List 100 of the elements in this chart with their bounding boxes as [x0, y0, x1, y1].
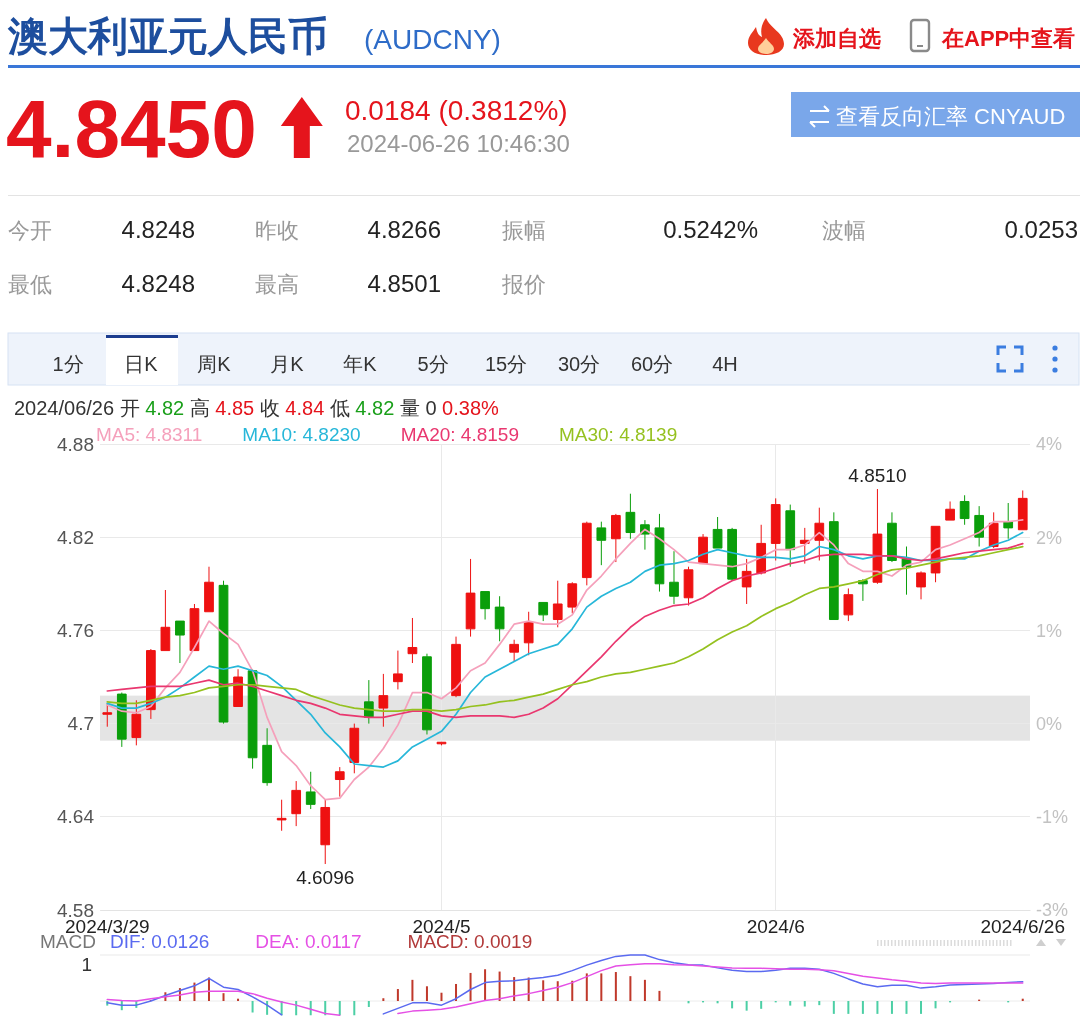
text: 最低	[8, 272, 52, 297]
candlestick	[422, 653, 432, 735]
candlestick	[959, 494, 970, 526]
text: 1分	[52, 353, 84, 375]
bar	[367, 1001, 370, 1007]
candlestick	[683, 566, 694, 607]
candlestick	[611, 513, 621, 563]
text: 2024-06-26 10:46:30	[347, 130, 570, 157]
bar	[614, 972, 617, 1001]
candlestick	[872, 488, 883, 585]
candlestick	[262, 727, 272, 787]
bar	[818, 1001, 821, 1006]
bar	[585, 973, 588, 1001]
bar	[745, 1001, 748, 1011]
candlestick	[509, 639, 519, 662]
bar	[905, 1001, 908, 1014]
candlestick	[974, 505, 984, 548]
text: 30分	[557, 353, 601, 375]
candlestick	[378, 673, 389, 728]
x-tick-label: 2024/6	[746, 916, 805, 938]
candlestick	[494, 595, 505, 642]
candlestick	[320, 799, 331, 865]
y2-tick-label: -1%	[1036, 806, 1069, 827]
y2-tick-label: 4%	[1036, 434, 1063, 455]
candlestick	[988, 511, 999, 549]
candlestick	[393, 650, 403, 690]
bar	[890, 1001, 893, 1014]
y-tick-label: 4.88	[57, 433, 94, 455]
candlestick	[523, 611, 534, 656]
candlestick	[131, 699, 142, 746]
y2-tick-label: 2%	[1036, 527, 1063, 548]
candlestick	[741, 558, 752, 605]
candlestick	[349, 723, 360, 774]
candlestick	[669, 550, 679, 605]
bar	[920, 1001, 923, 1014]
candlestick	[712, 516, 723, 549]
y-tick-label: 4.64	[57, 806, 95, 828]
candlestick	[204, 566, 214, 613]
text: 4.8501	[367, 270, 441, 297]
candlestick	[1017, 489, 1028, 531]
line-series	[106, 519, 1024, 801]
text: 60分	[630, 353, 674, 375]
annotation: 4.8510	[848, 465, 907, 487]
candlestick	[785, 504, 796, 568]
candlestick	[916, 570, 926, 600]
candlestick	[538, 601, 549, 622]
candlestick	[654, 513, 665, 593]
bar	[396, 989, 399, 1001]
bar	[600, 973, 603, 1001]
text: 1	[81, 954, 92, 975]
text: MA10: 4.8230	[242, 424, 361, 445]
text: 今开	[8, 218, 52, 243]
bar	[861, 1001, 864, 1014]
candlestick	[305, 771, 316, 810]
text: 添加自选	[792, 26, 881, 51]
line-series	[106, 531, 1024, 768]
text: 0.0184 (0.3812%)	[345, 95, 568, 126]
text: 报价	[501, 272, 546, 297]
candlestick	[843, 587, 854, 622]
candlestick	[189, 603, 200, 652]
text: 2024/06/26 开 4.82 高 4.85 收 4.84 低 4.82 量 0 0.38%	[14, 397, 499, 419]
bar	[876, 1001, 879, 1014]
bar	[353, 1001, 356, 1016]
text: MA30: 4.8139	[558, 424, 678, 445]
text: 4.8248	[121, 270, 195, 297]
bar	[251, 1001, 254, 1013]
text: DEA: 0.0117	[255, 931, 362, 952]
candlestick	[334, 766, 345, 798]
bar	[658, 990, 661, 1001]
text: 年K	[343, 353, 378, 375]
text: 波幅	[822, 218, 866, 243]
text: MA20: 4.8159	[400, 424, 519, 445]
candlestick	[291, 780, 302, 827]
candlestick	[407, 617, 418, 664]
text: 振幅	[502, 218, 546, 243]
text: 15分	[484, 353, 528, 375]
candlestick	[160, 589, 171, 652]
candlestick	[218, 580, 229, 725]
bar	[643, 979, 646, 1001]
candlestick	[451, 636, 461, 698]
text: 日K	[124, 353, 159, 375]
text: (AUDCNY)	[364, 24, 501, 55]
text: 昨收	[255, 218, 299, 243]
bar	[469, 972, 472, 1001]
bar	[803, 1001, 806, 1007]
text: 4.8248	[121, 216, 195, 243]
candlestick	[945, 500, 955, 521]
text: 在APP中查看	[941, 26, 1076, 51]
y-tick-label: 4.58	[57, 899, 94, 921]
candlestick	[247, 668, 258, 770]
candlestick	[596, 521, 607, 566]
bar	[847, 1001, 850, 1014]
text: 最高	[255, 272, 299, 297]
candlestick	[625, 493, 636, 540]
text: 0.0253	[1004, 216, 1078, 243]
candlestick	[887, 511, 897, 563]
candlestick	[581, 521, 592, 586]
y2-tick-label: 1%	[1036, 620, 1063, 641]
bar	[629, 976, 632, 1001]
bar	[789, 1001, 792, 1006]
